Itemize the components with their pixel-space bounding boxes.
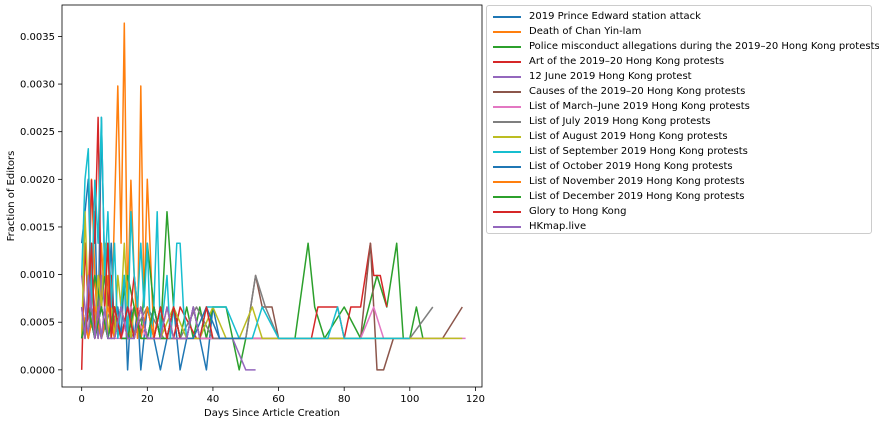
legend-item: Causes of the 2019–20 Hong Kong protests bbox=[493, 84, 871, 99]
legend-label: List of July 2019 Hong Kong protests bbox=[529, 116, 711, 127]
legend-item: List of October 2019 Hong Kong protests bbox=[493, 159, 871, 174]
x-tick-label: 0 bbox=[79, 394, 85, 405]
y-tick-label: 0.0000 bbox=[20, 365, 55, 376]
y-tick-label: 0.0020 bbox=[20, 175, 55, 186]
legend-label: List of August 2019 Hong Kong protests bbox=[529, 131, 728, 142]
legend-label: List of November 2019 Hong Kong protests bbox=[529, 176, 745, 187]
legend-label: Police misconduct allegations during the… bbox=[529, 41, 879, 52]
legend-item: List of July 2019 Hong Kong protests bbox=[493, 114, 871, 129]
y-tick-label: 0.0030 bbox=[20, 80, 55, 91]
legend-item: HKmap.live bbox=[493, 219, 871, 234]
legend-label: Death of Chan Yin-lam bbox=[529, 26, 642, 37]
legend-item: List of September 2019 Hong Kong protest… bbox=[493, 144, 871, 159]
legend-swatch bbox=[493, 30, 521, 33]
legend-label: List of September 2019 Hong Kong protest… bbox=[529, 146, 748, 157]
legend-item: Art of the 2019–20 Hong Kong protests bbox=[493, 54, 871, 69]
legend-swatch bbox=[493, 180, 521, 183]
legend-label: Glory to Hong Kong bbox=[529, 206, 627, 217]
plot-area-frame bbox=[61, 4, 483, 388]
x-tick-label: 80 bbox=[338, 394, 351, 405]
legend-item: List of August 2019 Hong Kong protests bbox=[493, 129, 871, 144]
legend-swatch bbox=[493, 150, 521, 153]
y-tick-label: 0.0005 bbox=[20, 318, 55, 329]
y-tick-label: 0.0010 bbox=[20, 270, 55, 281]
y-tick-label: 0.0015 bbox=[20, 222, 55, 233]
legend-label: List of March–June 2019 Hong Kong protes… bbox=[529, 101, 750, 112]
y-tick-label: 0.0025 bbox=[20, 127, 55, 138]
legend-swatch bbox=[493, 15, 521, 18]
series-line-9 bbox=[80, 116, 410, 340]
legend-item: Police misconduct allegations during the… bbox=[493, 39, 879, 54]
y-tick-label: 0.0035 bbox=[20, 32, 55, 43]
x-tick-label: 120 bbox=[466, 394, 485, 405]
x-tick-label: 40 bbox=[207, 394, 220, 405]
legend-swatch bbox=[493, 45, 521, 48]
legend-label: List of October 2019 Hong Kong protests bbox=[529, 161, 733, 172]
legend-swatch bbox=[493, 90, 521, 93]
legend-item: List of March–June 2019 Hong Kong protes… bbox=[493, 99, 871, 114]
legend-swatch bbox=[493, 210, 521, 213]
legend-item: 12 June 2019 Hong Kong protest bbox=[493, 69, 871, 84]
legend-swatch bbox=[493, 120, 521, 123]
legend-swatch bbox=[493, 60, 521, 63]
legend-label: HKmap.live bbox=[529, 221, 587, 232]
legend-item: List of December 2019 Hong Kong protests bbox=[493, 189, 871, 204]
x-axis-ticks: 0 20 40 60 80 100 120 bbox=[79, 387, 485, 405]
x-tick-label: 100 bbox=[400, 394, 419, 405]
y-axis-label: Fraction of Editors bbox=[6, 151, 17, 242]
legend-swatch bbox=[493, 195, 521, 198]
legend-swatch bbox=[493, 225, 521, 228]
x-tick-label: 20 bbox=[141, 394, 154, 405]
legend-label: Causes of the 2019–20 Hong Kong protests bbox=[529, 86, 746, 97]
y-axis-ticks: 0.0000 0.0005 0.0010 0.0015 0.0020 0.0025 0.00… bbox=[20, 32, 62, 376]
legend-item: Death of Chan Yin-lam bbox=[493, 24, 871, 39]
legend-swatch bbox=[493, 105, 521, 108]
legend-label: 12 June 2019 Hong Kong protest bbox=[529, 71, 692, 82]
legend: 2019 Prince Edward station attack Death o… bbox=[486, 5, 879, 234]
legend-item: Glory to Hong Kong bbox=[493, 204, 871, 219]
line-chart: 0 20 40 60 80 100 120 0.0000 0.0005 0.0010 0.0015… bbox=[6, 4, 485, 419]
legend-item: 2019 Prince Edward station attack bbox=[493, 9, 871, 24]
legend-swatch bbox=[493, 135, 521, 138]
series-line-14 bbox=[80, 274, 201, 340]
series-layer bbox=[80, 22, 466, 371]
legend-label: Art of the 2019–20 Hong Kong protests bbox=[529, 56, 725, 67]
legend-swatch bbox=[493, 165, 521, 168]
x-axis-label: Days Since Article Creation bbox=[204, 408, 340, 419]
legend-item: List of November 2019 Hong Kong protests bbox=[493, 174, 871, 189]
x-tick-label: 60 bbox=[272, 394, 285, 405]
legend-label: List of December 2019 Hong Kong protests bbox=[529, 191, 745, 202]
legend-swatch bbox=[493, 75, 521, 78]
legend-label: 2019 Prince Edward station attack bbox=[529, 11, 701, 22]
